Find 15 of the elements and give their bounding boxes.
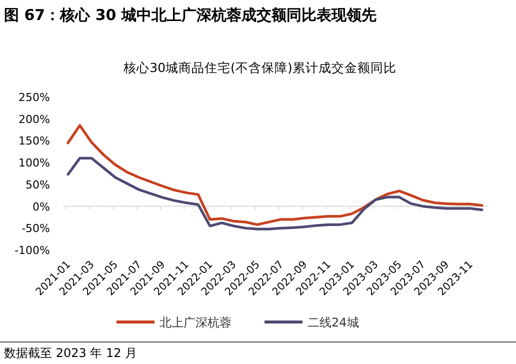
line-series — [66, 156, 484, 230]
legend-label: 北上广深杭蓉 — [160, 316, 232, 330]
y-tick-label: 50% — [26, 178, 50, 192]
y-tick-label: 0% — [32, 200, 50, 214]
y-tick-label: -100% — [14, 244, 50, 257]
text: 数据截至 2023 年 12 月 — [4, 346, 138, 360]
line-series — [66, 124, 484, 226]
legend-label: 二线24城 — [308, 316, 359, 330]
y-tick-label: 150% — [18, 134, 50, 148]
y-tick-label: 200% — [18, 112, 50, 126]
y-tick-label: 100% — [18, 156, 50, 170]
y-tick-label: 250% — [18, 91, 50, 104]
y-tick-label: -50% — [22, 222, 50, 236]
chart-title: 图 67：核心 30 城中北上广深杭蓉成交额同比表现领先 — [4, 6, 376, 24]
chart-subtitle: 核心30城商品住宅(不含保障)累计成交金额同比 — [122, 60, 396, 75]
